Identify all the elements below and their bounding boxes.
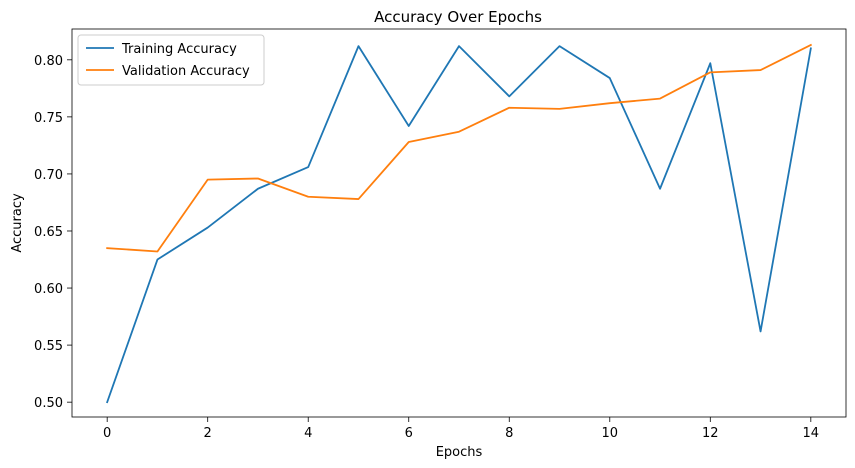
x-tick-label: 10 xyxy=(602,426,619,441)
y-tick-label: 0.80 xyxy=(34,54,63,69)
series-layer xyxy=(106,43,813,404)
x-tick-label: 0 xyxy=(103,426,111,441)
y-tick-label: 0.60 xyxy=(34,282,63,297)
y-tick-label: 0.50 xyxy=(34,396,63,411)
x-tick-label: 8 xyxy=(505,426,513,441)
chart-title: Accuracy Over Epochs xyxy=(374,8,542,26)
y-tick-label: 0.65 xyxy=(34,225,63,240)
y-tick-label: 0.75 xyxy=(34,111,63,126)
x-tick-label: 12 xyxy=(702,426,719,441)
plot-frame xyxy=(71,28,847,418)
x-axis-title: Epochs xyxy=(436,445,483,460)
legend: Training Accuracy Validation Accuracy xyxy=(77,34,265,86)
legend-label-validation: Validation Accuracy xyxy=(122,64,250,79)
x-tick-label: 14 xyxy=(803,426,820,441)
x-axis-ticks: 0 2 4 6 8 10 12 14 xyxy=(103,417,819,441)
y-tick-label: 0.70 xyxy=(34,168,63,183)
x-tick-label: 6 xyxy=(405,426,413,441)
plot-area xyxy=(72,29,846,417)
x-tick-label: 4 xyxy=(304,426,312,441)
series-line-validation xyxy=(106,43,813,253)
y-tick-label: 0.55 xyxy=(34,339,63,354)
y-axis-ticks: 0.50 0.55 0.60 0.65 0.70 0.75 0.80 xyxy=(34,54,72,411)
legend-label-training: Training Accuracy xyxy=(121,42,237,57)
legend-box xyxy=(77,34,265,86)
x-tick-label: 2 xyxy=(204,426,212,441)
series-line-training xyxy=(106,45,812,404)
y-axis-title: Accuracy xyxy=(10,193,25,253)
